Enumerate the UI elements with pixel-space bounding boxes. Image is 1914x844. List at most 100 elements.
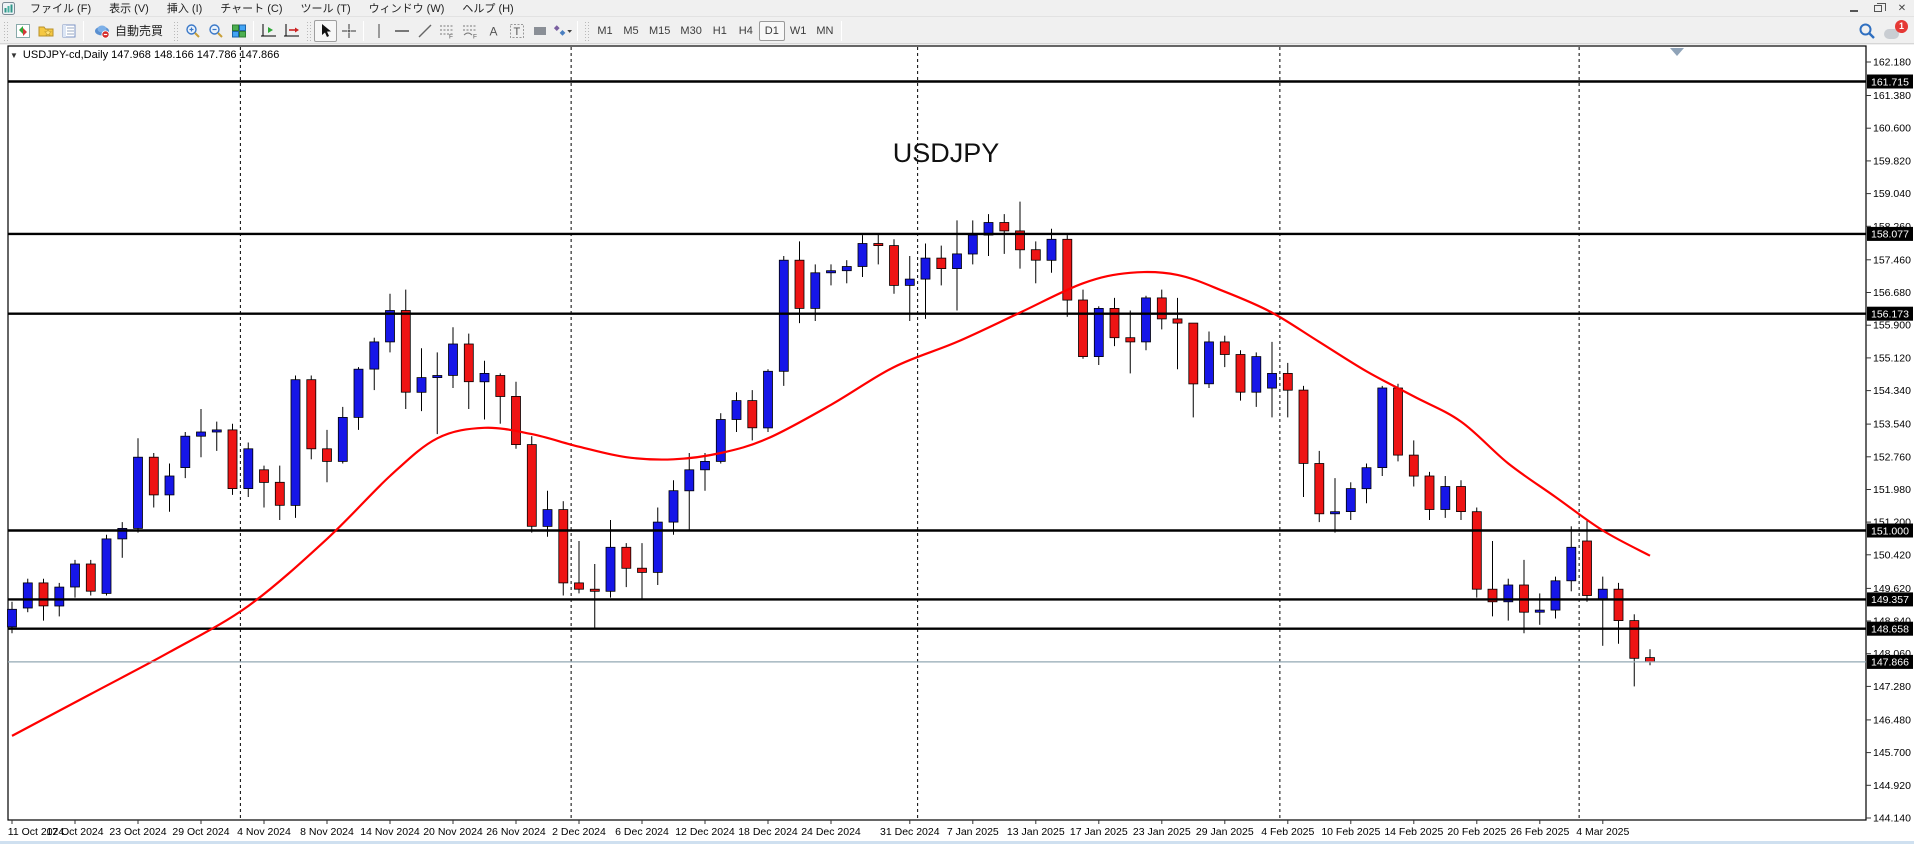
search-icon[interactable] — [1858, 22, 1876, 40]
svg-text:29 Oct 2024: 29 Oct 2024 — [172, 826, 229, 838]
tile-windows-button[interactable] — [227, 20, 250, 42]
timeframe-h4[interactable]: H4 — [738, 24, 753, 37]
horizontal-line-tool[interactable] — [390, 20, 413, 42]
svg-text:11 Oct 2024: 11 Oct 2024 — [8, 826, 65, 838]
toolbar-grip[interactable] — [173, 20, 179, 41]
svg-text:151.980: 151.980 — [1873, 484, 1911, 496]
timeframe-mn[interactable]: MN — [816, 24, 834, 37]
chevron-down-icon: ▼ — [10, 50, 18, 60]
crosshair-tool-button[interactable] — [337, 20, 360, 42]
svg-text:161.715: 161.715 — [1871, 76, 1909, 88]
auto-trading-button[interactable]: 自動売買 — [87, 20, 170, 42]
svg-text:149.357: 149.357 — [1871, 594, 1909, 606]
menu-view[interactable]: 表示 (V) — [109, 3, 149, 15]
svg-text:160.600: 160.600 — [1873, 123, 1911, 135]
svg-text:29 Jan 2025: 29 Jan 2025 — [1196, 826, 1254, 838]
moving-average-line — [11, 270, 1651, 737]
trendline-tool[interactable] — [413, 20, 436, 42]
timeframe-m30[interactable]: M30 — [680, 24, 702, 37]
toolbar-separator — [83, 20, 84, 41]
menu-help[interactable]: ヘルプ (H) — [462, 3, 514, 15]
fibonacci-channel-tool[interactable]: F — [459, 20, 482, 42]
svg-text:156.173: 156.173 — [1871, 309, 1909, 321]
window-controls: ✕ — [1842, 0, 1914, 17]
toolbar-separator — [253, 20, 255, 41]
cursor-tool-button[interactable] — [314, 19, 338, 42]
tile-windows-icon — [231, 24, 246, 37]
svg-text:145.700: 145.700 — [1873, 747, 1911, 759]
svg-text:23 Oct 2024: 23 Oct 2024 — [109, 826, 166, 838]
svg-text:4 Mar 2025: 4 Mar 2025 — [1576, 826, 1629, 838]
svg-text:156.680: 156.680 — [1873, 287, 1911, 299]
svg-text:14 Nov 2024: 14 Nov 2024 — [360, 826, 420, 838]
notification-badge: 1 — [1895, 19, 1908, 33]
timeframe-d1[interactable]: D1 — [758, 20, 785, 41]
price-level-label — [1867, 621, 1913, 636]
menu-insert[interactable]: 挿入 (I) — [166, 3, 203, 15]
text-label-tool[interactable]: T — [505, 20, 528, 42]
menu-window[interactable]: ウィンドウ (W) — [368, 3, 445, 15]
timeframe-m1[interactable]: M1 — [597, 24, 613, 37]
market-watch-icon — [62, 24, 75, 37]
chart-shift-marker — [1670, 48, 1684, 56]
svg-text:146.480: 146.480 — [1873, 714, 1911, 726]
svg-text:6 Dec 2024: 6 Dec 2024 — [615, 826, 669, 838]
svg-text:4 Feb 2025: 4 Feb 2025 — [1261, 826, 1314, 838]
svg-text:155.900: 155.900 — [1873, 320, 1911, 332]
timeframe-m5[interactable]: M5 — [623, 24, 639, 37]
zoom-in-button[interactable] — [181, 20, 204, 42]
minimize-button[interactable] — [1842, 1, 1866, 16]
notification-icon[interactable]: 1 — [1884, 19, 1908, 40]
auto-scroll-button[interactable] — [280, 20, 303, 42]
svg-text:24 Dec 2024: 24 Dec 2024 — [801, 826, 861, 838]
svg-text:F: F — [473, 33, 477, 39]
cursor-icon — [321, 24, 331, 37]
timeframe-m15[interactable]: M15 — [649, 24, 671, 37]
window-bottom-edge — [0, 841, 1914, 844]
toolbar-grip[interactable] — [584, 20, 590, 41]
menu-tools[interactable]: ツール (T) — [300, 3, 351, 15]
svg-text:26 Feb 2025: 26 Feb 2025 — [1510, 826, 1569, 838]
svg-text:151.000: 151.000 — [1871, 525, 1909, 537]
svg-text:148.658: 148.658 — [1871, 624, 1909, 636]
new-order-button[interactable] — [11, 20, 34, 42]
price-level-label — [1867, 74, 1913, 89]
svg-text:154.340: 154.340 — [1873, 385, 1911, 397]
fibonacci-tool[interactable]: F — [436, 20, 459, 42]
market-watch-button[interactable] — [57, 20, 80, 42]
text-tool[interactable]: A — [482, 20, 505, 42]
profiles-button[interactable] — [34, 20, 57, 42]
shapes-tool[interactable] — [528, 20, 551, 42]
chart-canvas[interactable]: USDJPY 162.180 161.380 160.600 159.820 159.04… — [0, 45, 1914, 844]
restore-button[interactable] — [1866, 1, 1890, 16]
arrow-objects-icon — [553, 24, 573, 36]
svg-text:20 Nov 2024: 20 Nov 2024 — [423, 826, 483, 838]
chart-legend-text: USDJPY-cd,Daily 147.968 148.166 147.786 … — [22, 49, 280, 61]
toolbar-grip[interactable] — [306, 20, 312, 41]
toolbar-grip[interactable] — [3, 20, 8, 41]
svg-text:144.920: 144.920 — [1873, 780, 1911, 792]
menu-chart[interactable]: チャート (C) — [220, 3, 283, 15]
zoom-out-button[interactable] — [204, 20, 227, 42]
horizontal-line-icon — [394, 29, 409, 32]
svg-text:162.180: 162.180 — [1873, 57, 1911, 69]
chart-shift-button[interactable] — [257, 20, 280, 42]
svg-text:157.460: 157.460 — [1873, 254, 1911, 266]
chart-window[interactable]: USDJPY 162.180 161.380 160.600 159.820 159.04… — [0, 45, 1914, 844]
timeframe-w1[interactable]: W1 — [789, 24, 807, 37]
menu-bar: ファイル (F) 表示 (V) 挿入 (I) チャート (C) ツール (T) … — [0, 0, 1914, 17]
close-button[interactable]: ✕ — [1897, 2, 1907, 14]
svg-text:7 Jan 2025: 7 Jan 2025 — [947, 826, 999, 838]
arrows-tool[interactable] — [551, 20, 574, 42]
svg-text:13 Jan 2025: 13 Jan 2025 — [1007, 826, 1065, 838]
chart-title: USDJPY — [893, 138, 1000, 168]
vertical-line-tool[interactable] — [367, 20, 390, 42]
new-order-icon — [15, 23, 30, 38]
svg-text:155.120: 155.120 — [1873, 352, 1911, 364]
chart-legend[interactable]: ▼ USDJPY-cd,Daily 147.968 148.166 147.78… — [10, 49, 279, 61]
timeframe-h1[interactable]: H1 — [712, 24, 727, 37]
svg-text:18 Dec 2024: 18 Dec 2024 — [738, 826, 798, 838]
svg-text:147.866: 147.866 — [1871, 657, 1909, 669]
menu-file[interactable]: ファイル (F) — [30, 3, 92, 15]
